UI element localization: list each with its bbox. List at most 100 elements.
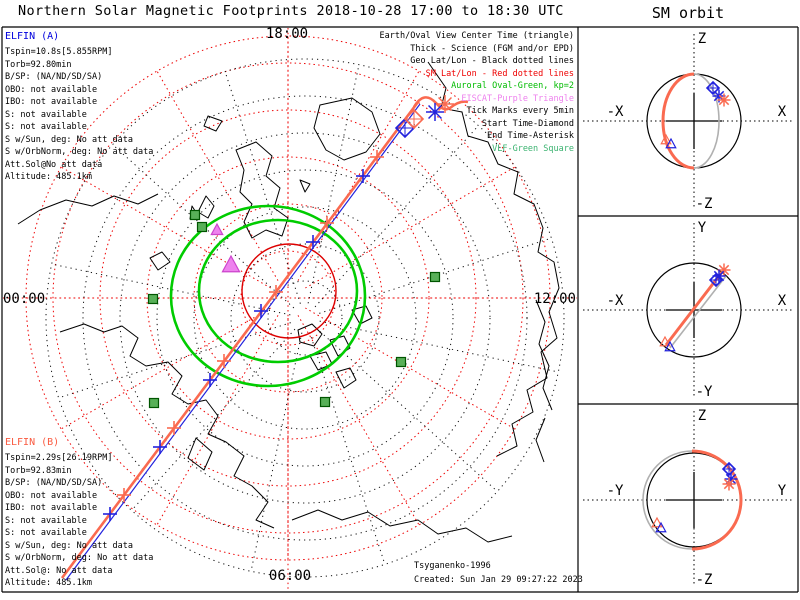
geo-lat-ring (156, 169, 454, 467)
orbit-arc (691, 449, 743, 551)
vlf-square (148, 397, 160, 409)
coast-hudson-bay (187, 437, 213, 471)
info-line: OBO: not available (5, 84, 98, 95)
axis-label: Y (698, 220, 707, 236)
sm-lat-ring (240, 250, 336, 346)
clock-label-12: 12:00 (534, 291, 576, 307)
coast-arctic-canada (17, 193, 159, 225)
sm-orbit-panel: Z -Z -Y Y (583, 408, 793, 588)
geo-lon-line (250, 332, 303, 572)
info-line: S: not available (5, 109, 87, 120)
coast-scandinavia (235, 141, 289, 239)
axis-label: -Y (696, 384, 713, 400)
sm-lon-line (305, 307, 516, 430)
orbit-arc (661, 72, 695, 170)
track-elfin-a (60, 101, 420, 579)
info-line: B/SP: (NA/ND/SD/SA) (5, 478, 103, 488)
axis-label: X (778, 293, 787, 309)
coast-bering (291, 509, 513, 543)
info-line: Torb=92.80min (5, 59, 72, 70)
triangle-marker (655, 521, 667, 533)
track-elfin-b (65, 103, 421, 581)
auroral-oval-ring (169, 204, 367, 388)
clock-label-06: 06:00 (269, 568, 311, 584)
info-line: S w/OrbNorm, deg: No att data (5, 553, 154, 563)
info-line: S w/OrbNorm, deg: No att data (5, 147, 154, 157)
geo-lon-line (307, 64, 360, 304)
legend-line: EISCAT-Purple Triangle (461, 93, 574, 104)
sm-solid-circle (241, 243, 337, 339)
coast-svalbard (299, 179, 311, 193)
axis-label: -Z (696, 572, 713, 588)
legend-line: SM Lat/Lon - Red dotted lines (425, 68, 574, 79)
vlf-square (319, 396, 331, 408)
legend-line: Thick - Science (FGM and/or EPD) (410, 43, 574, 54)
end-asterisk (723, 478, 735, 490)
info-line: Tspin=2.29s[26.19RPM] (5, 453, 113, 463)
axis-label: -X (607, 104, 624, 120)
orbit-arc (642, 450, 693, 550)
sm-orbit-title: SM orbit (651, 4, 725, 22)
orbit-arc (664, 271, 724, 346)
vlf-square (189, 209, 201, 221)
axis-label: Z (698, 31, 706, 47)
end-asterisk (437, 96, 453, 112)
auroral-oval (169, 204, 367, 388)
sm-orbit-panels: Z -Z -X X Y -Y -X X Z -Z -Y Y (583, 31, 793, 588)
geo-grid (45, 58, 565, 578)
end-asterisk (718, 94, 730, 106)
triangle-marker (651, 516, 663, 528)
info-line: S w/Sun, deg: No att data (5, 540, 133, 551)
legend-line: End Time-Asterisk (487, 131, 574, 141)
sm-lat-ring (52, 62, 524, 534)
track-end-hook (412, 96, 469, 111)
info-line: Altitude: 485.1km (5, 578, 92, 588)
geo-lon-line (58, 322, 291, 399)
geo-lon-line (112, 144, 295, 309)
legend-line: Auroral Oval-Green, kp=2 (451, 81, 574, 91)
coast-siberia (427, 61, 560, 457)
axis-label: Y (778, 483, 787, 499)
figure-title: Northern Solar Magnetic Footprints 2018-… (18, 3, 564, 19)
info-line: Att.Sol@No att data (5, 159, 103, 170)
clock-label-00: 00:00 (3, 291, 45, 307)
auroral-oval-ring (197, 218, 359, 364)
orbit-arc (669, 275, 727, 349)
geo-lon-line (224, 71, 301, 304)
geo-lon-line (315, 327, 498, 492)
info-line: OBO: not available (5, 490, 98, 501)
elfin-a-label: ELFIN (A) (5, 31, 60, 42)
legend-line: Earth/Oval View Center Time (triangle) (379, 31, 574, 41)
eiscat-triangle (210, 222, 224, 236)
sm-lat-ring (193, 203, 383, 393)
elfin-b-label: ELFIN (B) (5, 437, 60, 448)
plot-frame (1, 26, 799, 593)
elfin-a-lines: Tspin=10.8s[5.855RPM] Torb=92.80min B/SP: … (5, 46, 153, 184)
triangle-marker (659, 335, 671, 347)
info-line: IBO: not available (5, 97, 98, 107)
geo-lon-line (319, 320, 559, 373)
legend-line: Tick Marks every 5min (466, 106, 574, 116)
geo-lat-ring (230, 243, 380, 393)
info-line: IBO: not available (5, 503, 98, 513)
coast-iceland (203, 115, 223, 132)
clock-label-18: 18:00 (266, 26, 308, 42)
info-line: Torb=92.83min (5, 465, 72, 476)
geo-lat-ring (82, 95, 528, 541)
geo-lat-ring (119, 132, 491, 504)
footprint-track (60, 96, 469, 581)
sm-orbit-panel: Z -Z -X X (583, 31, 793, 212)
coastlines (17, 61, 560, 543)
geo-lon-line (51, 263, 291, 316)
sm-lat-ring (146, 156, 430, 440)
coast-greenland (313, 97, 381, 161)
earth-circle (646, 262, 742, 358)
coast-north-america (59, 323, 275, 529)
geo-lon-line (314, 125, 479, 308)
info-line: S w/Sun, deg: No att data (5, 134, 133, 145)
triangle-marker (665, 137, 677, 149)
elfin-a-info: ELFIN (A) Tspin=10.8s[5.855RPM] Torb=92.8… (5, 30, 153, 184)
vlf-square (196, 221, 208, 233)
